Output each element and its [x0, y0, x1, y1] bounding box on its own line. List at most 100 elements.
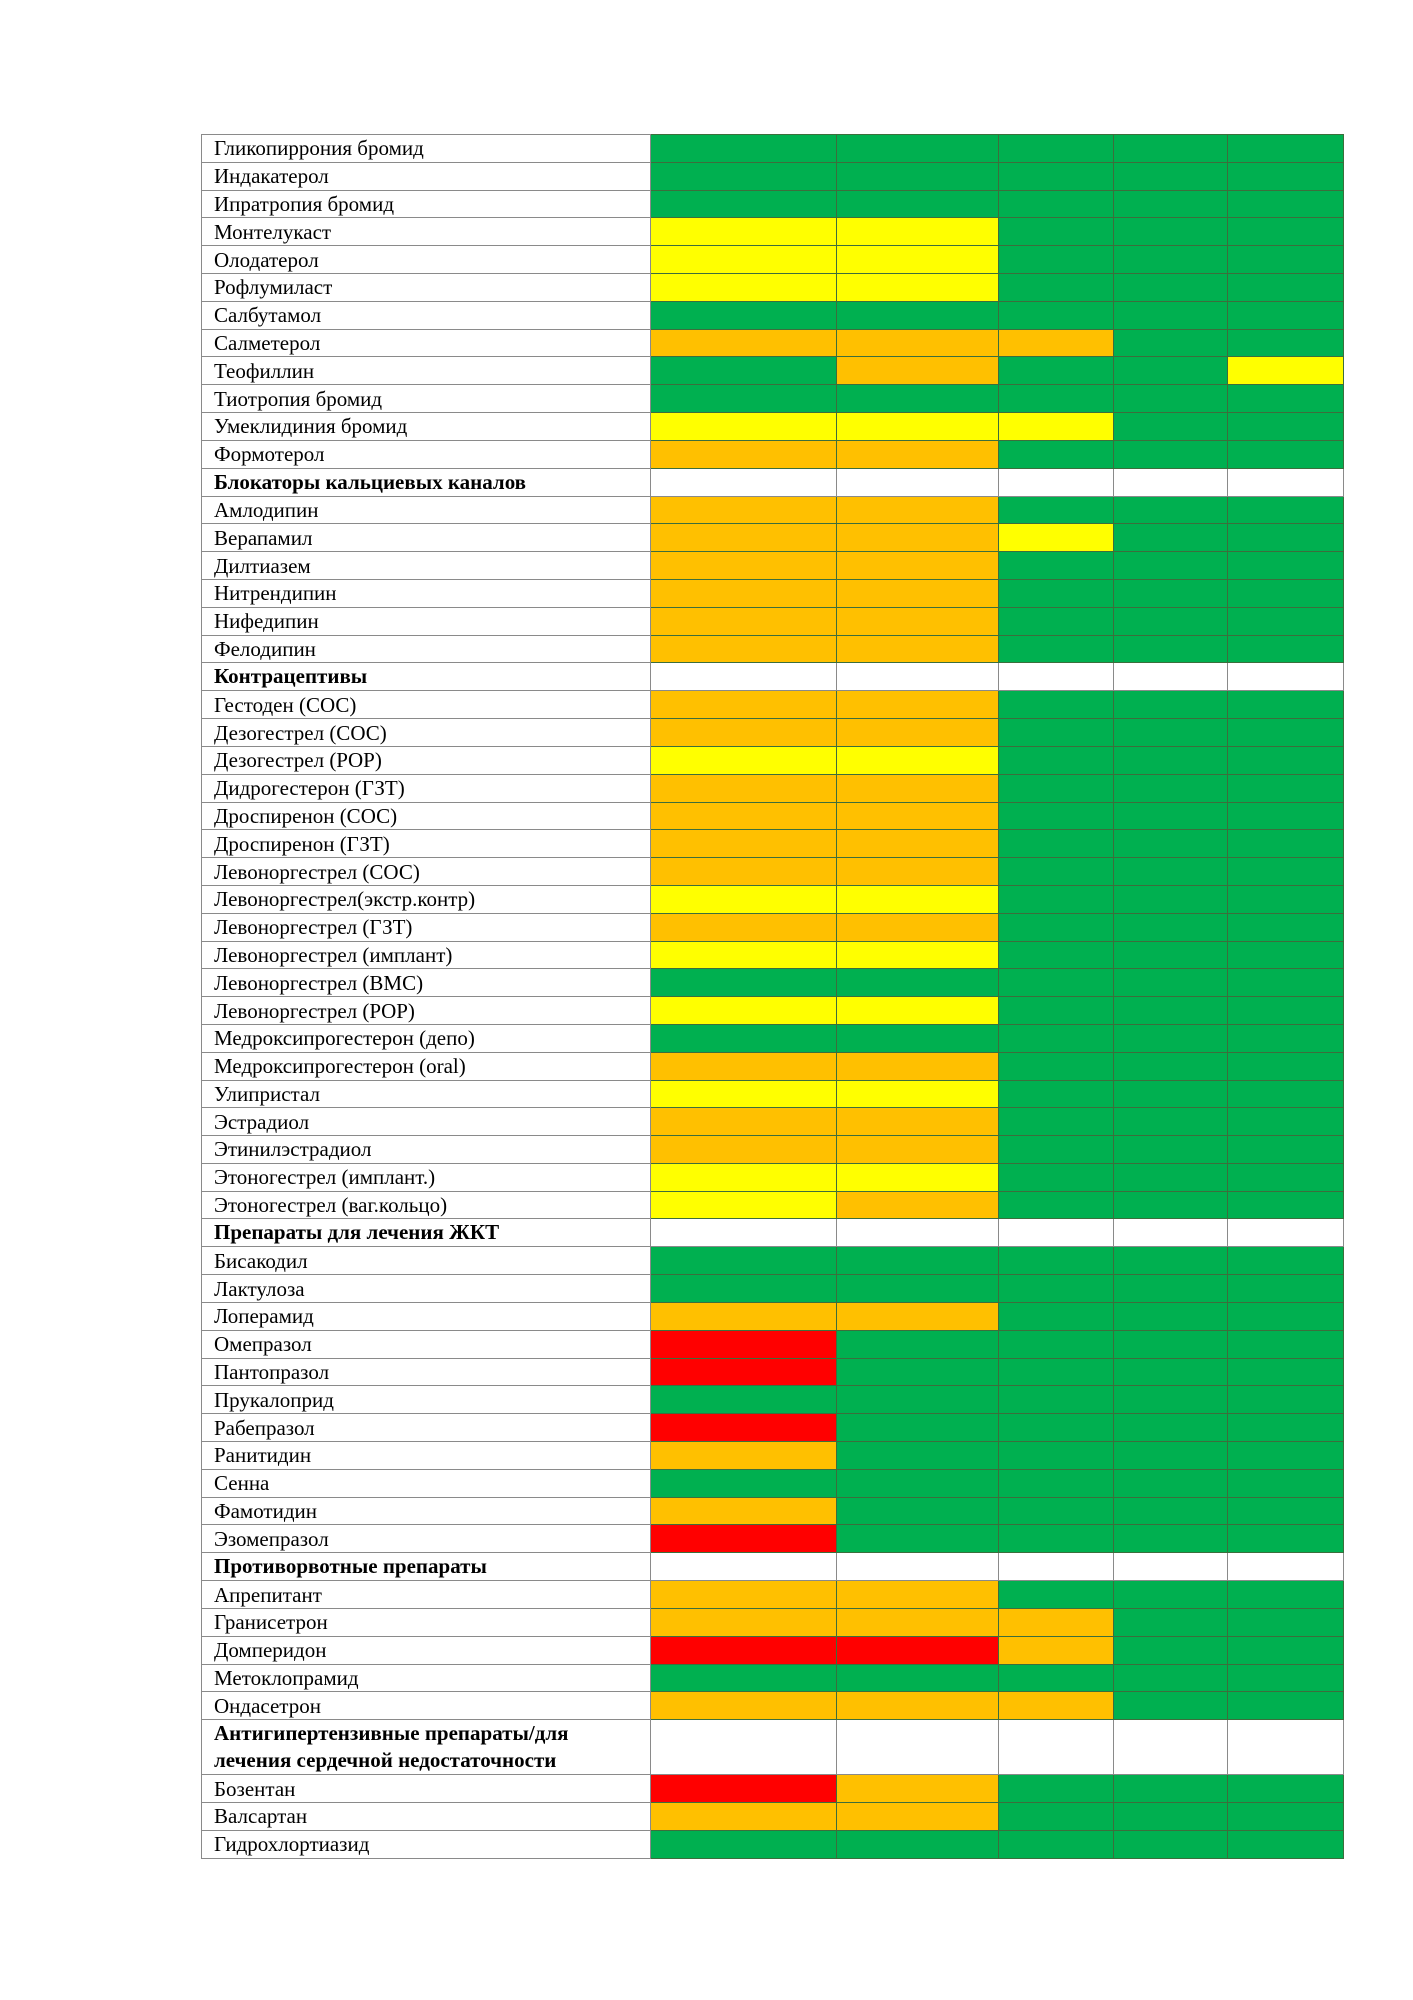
color-cell [650, 1774, 837, 1804]
color-cell [998, 1107, 1114, 1137]
color-cell [650, 1051, 837, 1081]
color-cell [1113, 773, 1228, 803]
color-cell [998, 968, 1114, 998]
color-cell [1227, 1635, 1344, 1665]
drug-name: Левоноргестрел (ГЗТ) [201, 912, 651, 942]
color-cell [836, 1774, 999, 1804]
color-cell [836, 1023, 999, 1053]
color-cell [1113, 300, 1228, 330]
color-cell [836, 439, 999, 469]
color-cell [1227, 1719, 1344, 1776]
drug-name: Метоклопрамид [201, 1663, 651, 1693]
color-cell [1113, 940, 1228, 970]
table-row: Ипратропия бромид [201, 189, 1344, 219]
color-cell [1113, 1608, 1228, 1637]
color-cell [1113, 1329, 1228, 1359]
table-row: Омепразол [201, 1329, 1344, 1359]
color-cell [650, 523, 837, 553]
drug-name: Домперидон [201, 1635, 651, 1665]
color-cell [836, 912, 999, 942]
table-row: Дилтиазем [201, 551, 1344, 580]
section-row: Противорвотные препараты [201, 1552, 1344, 1582]
color-cell [1227, 662, 1344, 692]
color-cell [836, 189, 999, 219]
color-cell [836, 1719, 999, 1776]
color-cell [1227, 578, 1344, 608]
color-cell [836, 1274, 999, 1304]
table-row: Сенна [201, 1468, 1344, 1498]
color-cell [836, 745, 999, 775]
drug-name: Медроксипрогестерон (депо) [201, 1023, 651, 1053]
color-cell [998, 940, 1114, 970]
color-cell [836, 1802, 999, 1831]
color-cell [836, 1135, 999, 1164]
color-cell [1113, 551, 1228, 580]
drug-name: Дидрогестерон (ГЗТ) [201, 773, 651, 803]
drug-name: Индакатерол [201, 161, 651, 191]
color-cell [650, 996, 837, 1025]
color-cell [998, 1302, 1114, 1331]
color-cell [998, 161, 1114, 191]
color-cell [998, 1774, 1114, 1804]
drug-name: Этоногестрел (ваг.кольцо) [201, 1190, 651, 1220]
color-cell [1227, 1107, 1344, 1137]
section-row: Контрацептивы [201, 662, 1344, 692]
color-cell [836, 1524, 999, 1554]
color-cell [650, 1357, 837, 1387]
color-cell [650, 134, 837, 163]
color-cell [1113, 1413, 1228, 1443]
color-cell [1113, 1524, 1228, 1554]
color-cell [650, 1580, 837, 1610]
table-row: Гестоден (СОС) [201, 690, 1344, 720]
table-row: Левоноргестрел (POP) [201, 996, 1344, 1025]
section-label: Препараты для лечения ЖКТ [201, 1218, 651, 1248]
color-cell [650, 1246, 837, 1276]
drug-name: Дилтиазем [201, 551, 651, 580]
table-row: Дезогестрел (СОС) [201, 718, 1344, 747]
color-cell [1227, 1413, 1344, 1443]
table-row: Дезогестрел (POP) [201, 745, 1344, 775]
drug-name: Амлодипин [201, 495, 651, 525]
color-cell [998, 1580, 1114, 1610]
color-cell [1113, 411, 1228, 441]
color-cell [650, 773, 837, 803]
color-cell [650, 662, 837, 692]
color-cell [836, 161, 999, 191]
color-cell [998, 551, 1114, 580]
color-cell [998, 1552, 1114, 1582]
color-cell [998, 745, 1114, 775]
color-cell [650, 161, 837, 191]
color-cell [1227, 1385, 1344, 1415]
color-cell [998, 1719, 1114, 1776]
table-row: Верапамил [201, 523, 1344, 553]
color-cell [1227, 1135, 1344, 1164]
color-cell [1113, 439, 1228, 469]
section-label: Блокаторы кальциевых каналов [201, 467, 651, 497]
color-cell [836, 245, 999, 274]
color-cell [836, 1580, 999, 1610]
color-cell [1227, 328, 1344, 358]
table-row: Умеклидиния бромид [201, 411, 1344, 441]
color-cell [836, 1608, 999, 1637]
section-label: Антигипертензивные препараты/для лечения… [201, 1719, 651, 1776]
table-row: Салбутамол [201, 300, 1344, 330]
color-cell [650, 940, 837, 970]
table-row: Лоперамид [201, 1302, 1344, 1331]
color-cell [650, 857, 837, 886]
drug-name: Бозентан [201, 1774, 651, 1804]
color-cell [836, 1441, 999, 1470]
color-cell [650, 217, 837, 247]
table-row: Эзомепразол [201, 1524, 1344, 1554]
color-cell [1227, 411, 1344, 441]
color-cell [1113, 328, 1228, 358]
color-cell [1113, 161, 1228, 191]
color-cell [1227, 912, 1344, 942]
color-cell [1113, 718, 1228, 747]
section-row: Блокаторы кальциевых каналов [201, 467, 1344, 497]
drug-name: Гранисетрон [201, 1608, 651, 1637]
color-cell [998, 1274, 1114, 1304]
drug-name: Эстрадиол [201, 1107, 651, 1137]
color-cell [1227, 1691, 1344, 1721]
color-cell [998, 245, 1114, 274]
table-row: Пантопразол [201, 1357, 1344, 1387]
